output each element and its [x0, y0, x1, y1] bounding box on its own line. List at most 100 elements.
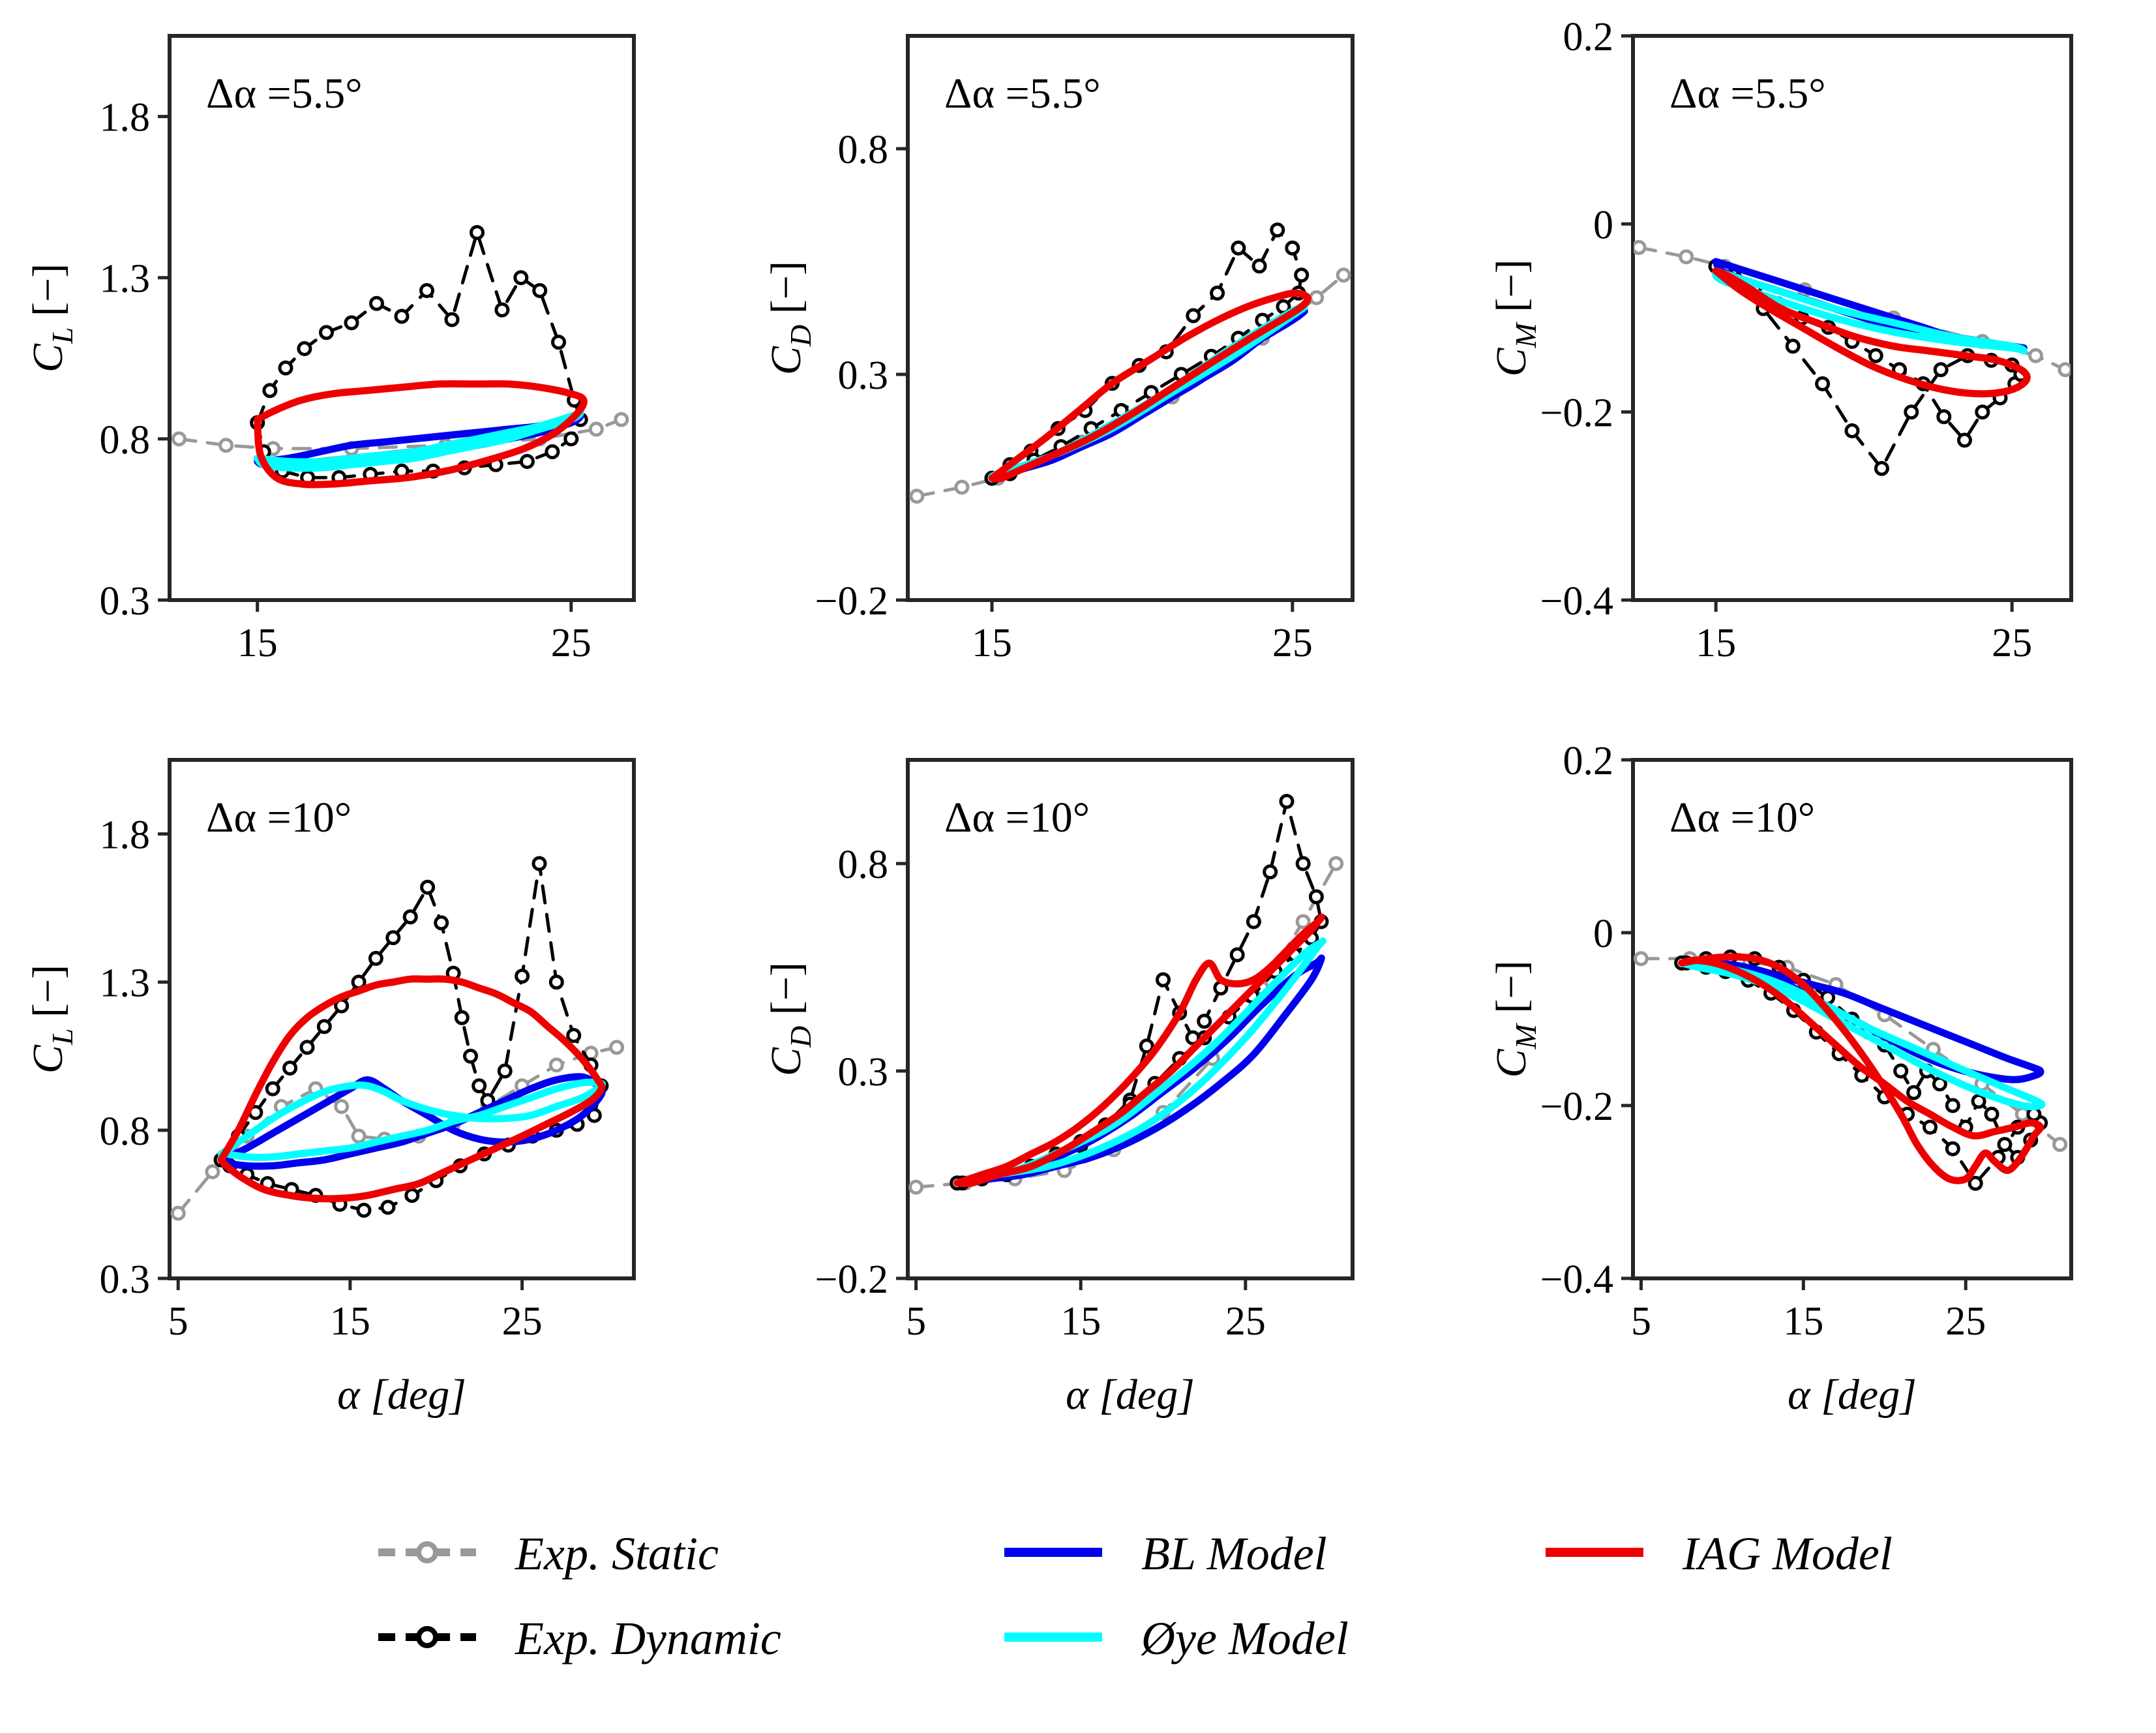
x-tick-label: 15: [1783, 1299, 1823, 1344]
series-marker: [551, 335, 566, 350]
series-marker: [548, 974, 564, 990]
legend-item[interactable]: Exp. Static: [378, 1528, 719, 1580]
axes-frame: [168, 758, 636, 1280]
series-marker: [1815, 376, 1831, 391]
series-marker: [356, 1203, 372, 1218]
series-marker: [402, 909, 418, 925]
y-axis-label: CM [−]: [1488, 960, 1542, 1077]
y-tick-label: 1.8: [100, 96, 151, 140]
x-tick-label: 25: [1225, 1299, 1266, 1344]
y-axis-label: CD [−]: [762, 962, 817, 1076]
series-marker: [385, 930, 401, 946]
plot-cm-5p5: −0.4 −0.2 0 0.2 15 25 CM [−] Δα =5.5°: [1488, 15, 2073, 665]
y-tick-label: 0: [1593, 912, 1613, 956]
series-marker: [1945, 1141, 1960, 1156]
svg-text:CM [−]: CM [−]: [1488, 960, 1542, 1077]
series-marker: [463, 1048, 478, 1064]
series-line: [1678, 953, 2044, 1184]
legend-label: Exp. Dynamic: [515, 1612, 781, 1665]
legend-label: IAG Model: [1682, 1528, 1893, 1580]
legend-svg: Exp. Static Exp. Dynamic BL Model Øye Model…: [378, 1528, 1893, 1665]
y-tick-label: 0.3: [100, 579, 151, 624]
x-tick-label: 25: [551, 621, 591, 665]
x-tick-label: 25: [502, 1299, 543, 1344]
series-marker: [1295, 856, 1311, 871]
series-line: [217, 975, 605, 1203]
x-tick-label: 15: [330, 1299, 370, 1344]
series-marker: [1186, 308, 1201, 324]
axes-frame: [906, 758, 1355, 1280]
panel-annotation: Δα =5.5°: [206, 70, 363, 117]
series-marker: [265, 1081, 280, 1096]
y-tick-label: 0: [1593, 203, 1613, 247]
series-marker: [470, 225, 485, 240]
y-tick-label: 0.2: [1563, 15, 1614, 59]
series-marker: [1923, 1119, 1938, 1135]
series-marker: [513, 270, 529, 286]
series-marker: [369, 295, 384, 311]
series-marker: [1328, 856, 1344, 871]
x-axis-label: α [deg]: [337, 1371, 466, 1419]
x-tick-label: 15: [1696, 621, 1736, 665]
panel-cm-5p5: −0.4 −0.2 0 0.2 15 25 CM [−] Δα =5.5°: [1437, 0, 2156, 717]
panel-annotation: Δα =10°: [944, 794, 1090, 841]
y-tick-label: −0.2: [1540, 1085, 1613, 1129]
series-marker: [419, 283, 434, 298]
y-tick-label: 1.3: [100, 257, 151, 301]
series-marker: [1270, 222, 1285, 238]
series-marker: [1251, 258, 1267, 274]
x-tick-label: 15: [1060, 1299, 1101, 1344]
series-marker: [1309, 290, 1325, 305]
series-marker: [1975, 404, 1990, 420]
series-line: [254, 380, 588, 489]
series-line: [953, 954, 1325, 1188]
axes-frame: [1631, 758, 2073, 1280]
series-group: [908, 794, 1344, 1195]
axes-frame: [906, 34, 1355, 602]
series-marker: [515, 969, 530, 984]
y-tick-label: 0.8: [838, 128, 889, 172]
legend-label: Exp. Static: [515, 1528, 719, 1580]
y-tick-label: 1.3: [100, 961, 151, 1006]
series-marker: [297, 341, 312, 356]
series-marker: [282, 1061, 298, 1076]
panel-annotation: Δα =10°: [1669, 794, 1815, 841]
axes-frame: [1631, 34, 2073, 602]
panel-cd-10: −0.2 0.3 0.8 5 15 25 CD [−] α [deg] Δα =10°: [719, 717, 1437, 1487]
series-marker: [454, 1010, 470, 1025]
y-tick-label: 0.2: [1563, 739, 1614, 783]
series-marker: [1968, 1175, 1983, 1191]
plot-cl-5p5: 0.3 0.8 1.3 1.8 15 25 CL [−] Δα =5.5°: [24, 34, 636, 665]
legend-item[interactable]: BL Model: [1004, 1528, 1327, 1580]
panel-annotation: Δα =5.5°: [944, 70, 1101, 117]
series-marker: [1844, 423, 1860, 438]
series-marker: [1229, 947, 1245, 963]
x-tick-label: 15: [972, 621, 1012, 665]
series-marker: [1904, 404, 1919, 420]
x-tick-label: 5: [1631, 1299, 1651, 1344]
x-tick-label: 25: [1945, 1299, 1986, 1344]
y-tick-label: −0.4: [1540, 1258, 1613, 1302]
series-marker: [1231, 240, 1246, 256]
series-marker: [1984, 1106, 1999, 1122]
plot-cl-10: 0.3 0.8 1.3 1.8 5 15 25 CL [−] α [deg] Δα =10°: [24, 758, 636, 1419]
svg-text:CM [−]: CM [−]: [1488, 259, 1542, 376]
series-marker: [494, 302, 510, 318]
series-marker: [1197, 1014, 1212, 1029]
panel-annotation: Δα =5.5°: [1669, 70, 1826, 117]
series-line: [988, 289, 1311, 483]
series-marker: [1679, 249, 1694, 265]
series-marker: [1971, 1093, 1986, 1109]
series-marker: [380, 1199, 396, 1215]
series-marker: [497, 1063, 513, 1079]
legend-item[interactable]: Øye Model: [1004, 1612, 1349, 1665]
series-marker: [1906, 1085, 1922, 1100]
legend-item[interactable]: Exp. Dynamic: [378, 1612, 781, 1665]
series-marker: [262, 383, 278, 399]
y-axis-label: CL [−]: [24, 965, 79, 1074]
plot-cd-10: −0.2 0.3 0.8 5 15 25 CD [−] α [deg] Δα =10°: [762, 758, 1355, 1419]
series-marker: [1308, 889, 1324, 905]
legend-item[interactable]: IAG Model: [1546, 1528, 1893, 1580]
series-marker: [1957, 432, 1972, 448]
x-tick-label: 25: [1272, 621, 1313, 665]
